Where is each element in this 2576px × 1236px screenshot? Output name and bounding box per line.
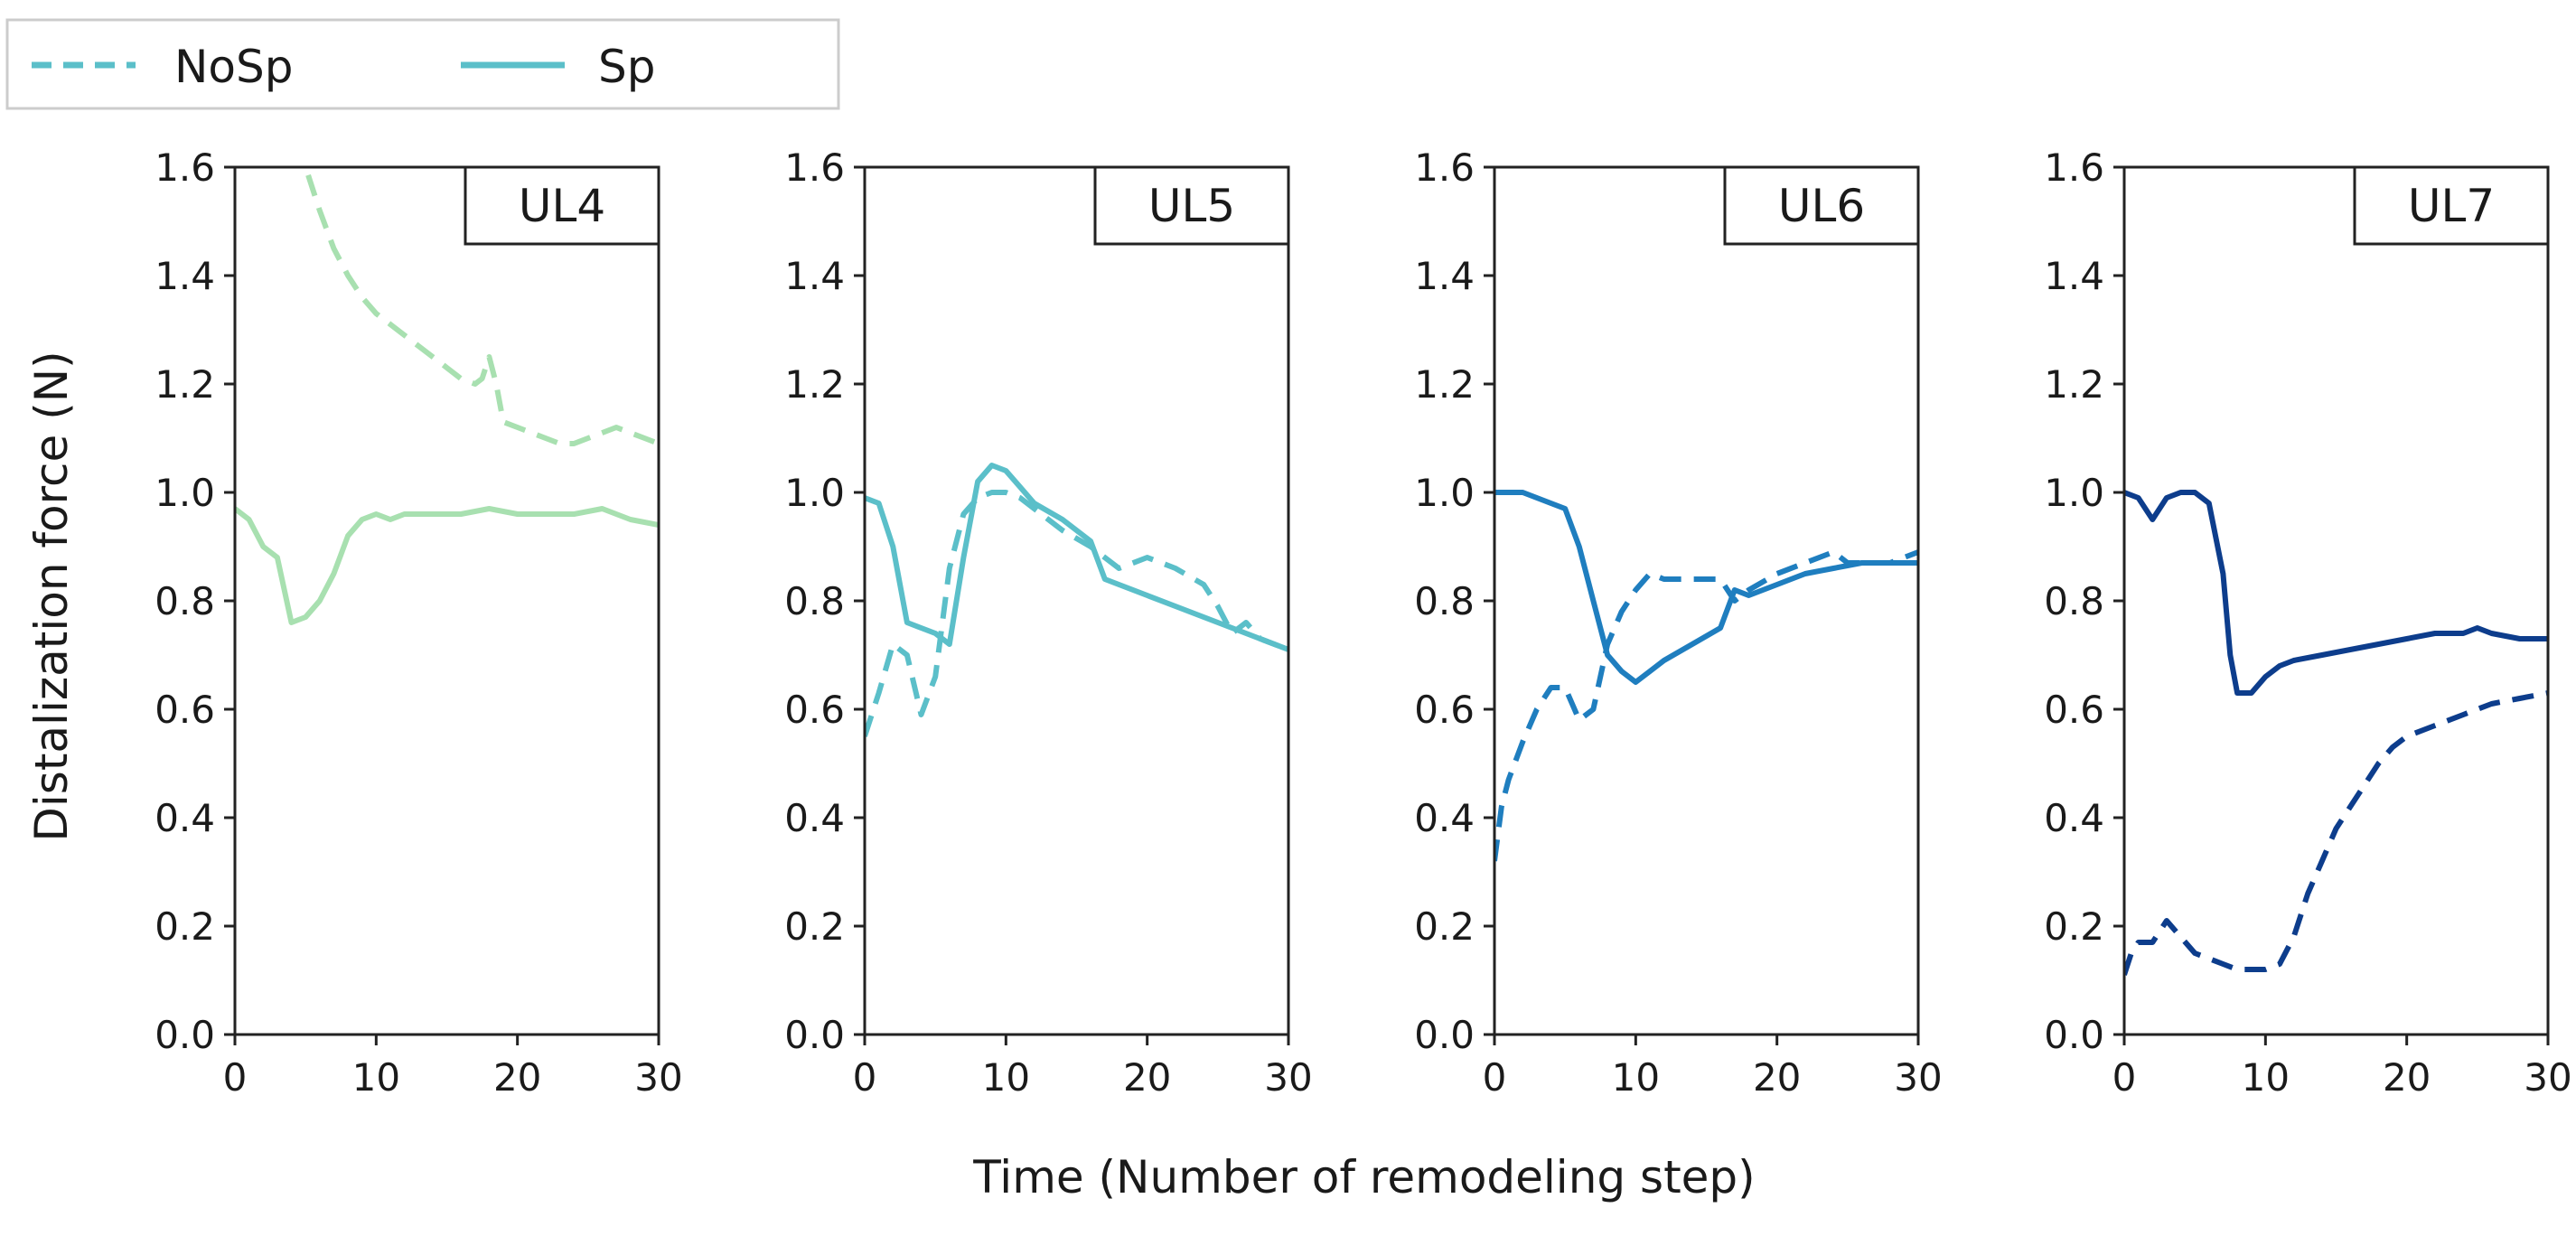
panel-ul5: 0.0 0.2 0.4 0.6 0.8 1.0 1.2 1.4 1.6 0 10 20 30 UL5 (784, 145, 1313, 1100)
ul6-sp-line (1494, 490, 1918, 685)
y-tick-label: 1.4 (1414, 254, 1475, 298)
legend-nosp-label: NoSp (174, 41, 293, 93)
y-tick-label: 0.8 (784, 579, 845, 623)
panel-title: UL5 (1148, 180, 1235, 232)
y-tick-label: 1.0 (784, 471, 845, 515)
y-tick-label: 1.4 (155, 254, 215, 298)
x-tick-label: 10 (352, 1055, 400, 1100)
legend-sp-label: Sp (598, 41, 655, 93)
ul4-nosp-line (302, 167, 659, 446)
panel-ul6: 0.0 0.2 0.4 0.6 0.8 1.0 1.2 1.4 1.6 0 10 20 30 UL6 (1414, 145, 1943, 1100)
y-tick-label: 1.6 (1414, 145, 1475, 190)
panel-title-box (464, 165, 660, 246)
x-tick-label: 10 (1612, 1055, 1660, 1100)
x-tick-label: 30 (1894, 1055, 1942, 1100)
x-tick-label: 0 (853, 1055, 877, 1100)
x-tick-label: 0 (223, 1055, 248, 1100)
y-tick-label: 0.8 (155, 579, 215, 623)
x-tick-label: 30 (634, 1055, 682, 1100)
x-tick-label: 20 (1753, 1055, 1801, 1100)
legend: NoSp Sp (5, 18, 840, 110)
legend-frame (5, 18, 840, 110)
ul4-sp-line (235, 506, 659, 625)
x-axis-title: Time (Number of remodeling step) (972, 1151, 1755, 1203)
y-tick-label: 0.4 (1414, 796, 1475, 840)
x-tick-label: 0 (1483, 1055, 1507, 1100)
x-tick-label: 10 (982, 1055, 1030, 1100)
y-tick-label: 1.2 (784, 362, 845, 407)
plot-frame (863, 165, 1290, 1036)
x-tick-label: 30 (1264, 1055, 1312, 1100)
x-tick-label: 20 (1123, 1055, 1171, 1100)
x-tick-label: 30 (2524, 1055, 2571, 1100)
x-tick-label: 20 (2383, 1055, 2431, 1100)
y-tick-label: 0.0 (155, 1013, 215, 1057)
y-tick-label: 0.2 (155, 904, 215, 949)
panel-title: UL7 (2408, 180, 2495, 232)
y-tick-label: 0.0 (1414, 1013, 1475, 1057)
y-tick-label: 1.6 (2044, 145, 2104, 190)
ul7-sp-line (2124, 490, 2548, 696)
x-tick-label: 10 (2242, 1055, 2290, 1100)
ul7-nosp-line (2124, 690, 2548, 976)
y-tick-label: 0.8 (2044, 579, 2104, 623)
y-tick-label: 1.0 (1414, 471, 1475, 515)
plot-frame (1493, 165, 1920, 1036)
panel-title-box (1093, 165, 1290, 246)
plot-frame (2122, 165, 2550, 1036)
ul5-nosp-line (865, 490, 1288, 737)
panel-ul4: 0.0 0.2 0.4 0.6 0.8 1.0 1.2 1.4 1.6 0 10 20 30 UL4 (155, 145, 683, 1100)
panel-title-box (1723, 165, 1920, 246)
y-tick-label: 1.2 (155, 362, 215, 407)
panel-title-box (2353, 165, 2550, 246)
y-tick-label: 1.4 (784, 254, 845, 298)
y-tick-label: 0.2 (1414, 904, 1475, 949)
y-tick-label: 1.0 (155, 471, 215, 515)
y-tick-label: 1.4 (2044, 254, 2104, 298)
y-tick-label: 0.6 (784, 688, 845, 732)
plot-frame (233, 165, 660, 1036)
y-tick-label: 1.6 (784, 145, 845, 190)
y-tick-label: 0.6 (2044, 688, 2104, 732)
panel-title: UL4 (519, 180, 605, 232)
y-tick-label: 0.2 (2044, 904, 2104, 949)
ul5-sp-line (865, 463, 1288, 652)
y-tick-label: 1.6 (155, 145, 215, 190)
y-tick-label: 0.0 (2044, 1013, 2104, 1057)
y-tick-label: 0.6 (155, 688, 215, 732)
y-tick-label: 0.4 (2044, 796, 2104, 840)
ul6-nosp-line (1494, 549, 1918, 862)
panel-title: UL6 (1778, 180, 1865, 232)
y-tick-label: 0.4 (784, 796, 845, 840)
y-tick-label: 0.4 (155, 796, 215, 840)
y-tick-label: 1.2 (1414, 362, 1475, 407)
x-tick-label: 0 (2112, 1055, 2137, 1100)
y-tick-label: 0.0 (784, 1013, 845, 1057)
y-tick-label: 1.2 (2044, 362, 2104, 407)
y-tick-label: 0.6 (1414, 688, 1475, 732)
y-tick-label: 0.8 (1414, 579, 1475, 623)
y-axis-title: Distalization force (N) (25, 351, 78, 841)
x-tick-label: 20 (493, 1055, 541, 1100)
y-tick-label: 0.2 (784, 904, 845, 949)
panels: 0.00.20.40.60.81.01.21.41.60 10 20 30UL40.0… (155, 145, 2572, 1100)
y-tick-label: 1.0 (2044, 471, 2104, 515)
panel-ul7: 0.0 0.2 0.4 0.6 0.8 1.0 1.2 1.4 1.6 0 10 20 30 UL7 (2044, 145, 2572, 1100)
